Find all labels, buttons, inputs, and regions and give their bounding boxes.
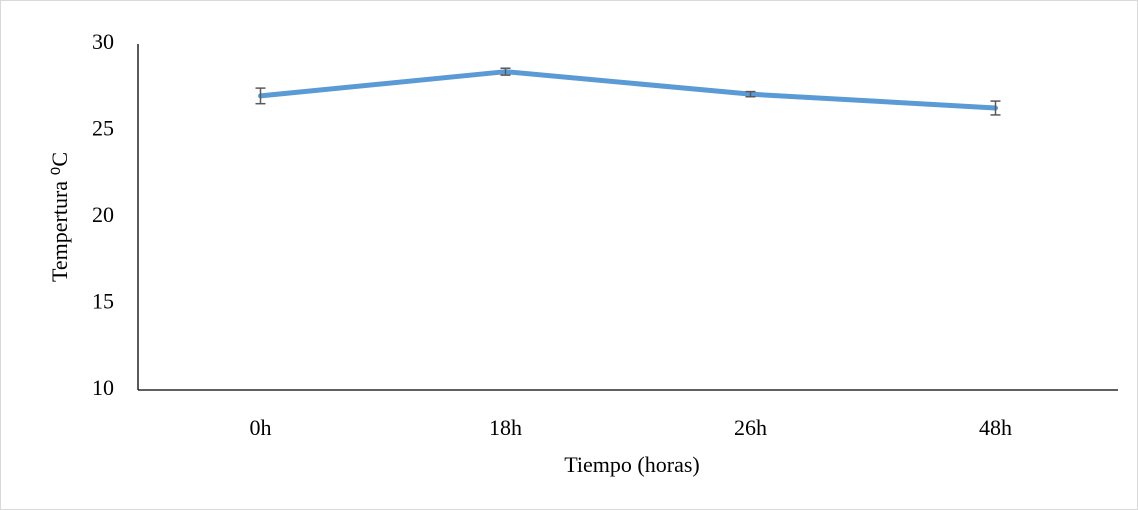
data-line — [258, 69, 998, 111]
y-tick-label: 25 — [92, 116, 114, 141]
x-tick-label: 0h — [250, 415, 272, 440]
x-tick-label: 18h — [489, 415, 522, 440]
error-bar — [745, 90, 756, 98]
y-axis-label: Tempertura ⁰C — [47, 152, 72, 282]
y-tick-label: 20 — [92, 202, 114, 227]
y-tick-label: 30 — [92, 29, 114, 54]
y-tick-label: 10 — [92, 375, 114, 400]
error-bar — [500, 67, 511, 76]
y-tick-label: 15 — [92, 289, 114, 314]
x-axis-label: Tiempo (horas) — [564, 452, 699, 477]
x-tick-label: 48h — [979, 415, 1012, 440]
error-bar — [990, 100, 1001, 116]
x-tick-label: 26h — [734, 415, 767, 440]
error-bar — [255, 87, 266, 105]
